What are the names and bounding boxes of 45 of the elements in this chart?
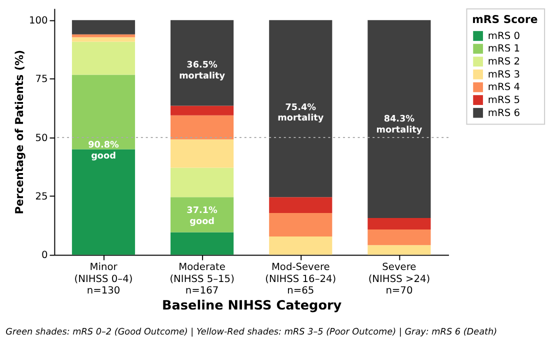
- bar: [368, 245, 431, 255]
- bar: [170, 20, 234, 106]
- x-tick-label: Minor (NIHSS 0–4) n=130: [74, 262, 133, 297]
- bar: [269, 236, 332, 255]
- bar: [170, 139, 234, 168]
- y-tick-label: 25: [35, 192, 48, 203]
- bar: [72, 42, 136, 75]
- x-tick-label: Mod-Severe (NIHSS 16–24) n=65: [265, 262, 336, 297]
- bar: [368, 20, 431, 218]
- bar: [269, 213, 332, 236]
- legend-label: mRS 4: [488, 82, 520, 94]
- annotation: 37.1% good: [186, 206, 218, 228]
- x-tick-label: Moderate (NIHSS 5–15) n=167: [170, 262, 234, 297]
- legend-label: mRS 6: [488, 108, 520, 119]
- y-tick-label: 50: [35, 132, 48, 144]
- legend-title: mRS Score: [472, 13, 538, 26]
- bar: [170, 232, 234, 255]
- x-tick-label: Severe (NIHSS >24) n=70: [368, 262, 430, 297]
- legend-label: mRS 3: [488, 69, 520, 80]
- annotation: 36.5% mortality: [179, 60, 226, 82]
- bar: [170, 115, 234, 140]
- legend-label: mRS 2: [488, 56, 520, 68]
- bar: [72, 74, 136, 150]
- legend-label: mRS 1: [488, 44, 520, 55]
- bar: [170, 197, 234, 232]
- bar: [170, 106, 234, 116]
- legend-label: mRS 5: [488, 95, 520, 106]
- y-axis-title: Percentage of Patients (%): [13, 50, 26, 214]
- bar: [368, 229, 431, 246]
- bar: [72, 37, 136, 42]
- legend-label: mRS 0: [488, 30, 520, 42]
- y-tick-label: 100: [29, 16, 48, 27]
- bar: [269, 197, 332, 214]
- bar: [170, 168, 234, 198]
- x-axis-title: Baseline NIHSS Category: [162, 298, 342, 314]
- y-tick-label: 0: [42, 250, 48, 262]
- y-tick-label: 75: [35, 74, 48, 86]
- bar: [72, 149, 136, 255]
- annotation: 75.4% mortality: [278, 102, 324, 124]
- annotation: 90.8% good: [88, 140, 119, 162]
- bar: [72, 20, 136, 34]
- text: Green shades: mRS 0–2 (Good Outcome) | Yellow-Red shades: mRS 3–5 (Poor Outcome) | Gray: mRS 6 (Death): [6, 328, 498, 338]
- bar: [269, 20, 332, 198]
- annotation: 84.3% mortality: [376, 114, 422, 136]
- bar: [368, 218, 431, 230]
